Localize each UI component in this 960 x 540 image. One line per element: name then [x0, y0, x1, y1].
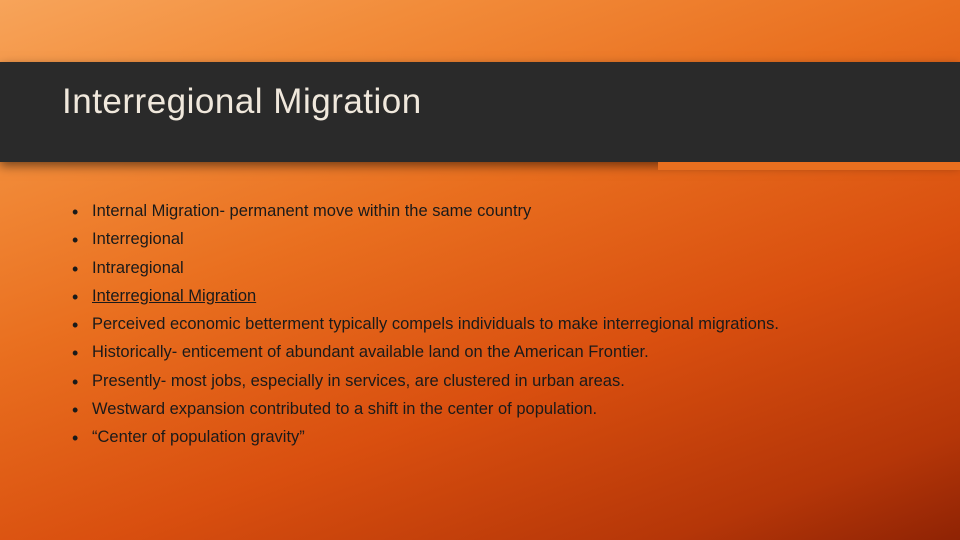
bullet-list: Internal Migration- permanent move withi… — [68, 200, 900, 448]
bullet-text: Interregional — [92, 230, 184, 248]
list-item: Presently- most jobs, especially in serv… — [68, 370, 900, 392]
bullet-text: Internal Migration- permanent move withi… — [92, 202, 531, 220]
bullet-text: “Center of population gravity” — [92, 428, 305, 446]
bullet-text: Presently- most jobs, especially in serv… — [92, 372, 625, 390]
bullet-text: Historically- enticement of abundant ava… — [92, 343, 649, 361]
bullet-text: Perceived economic betterment typically … — [92, 315, 779, 333]
list-item: Interregional — [68, 228, 900, 250]
list-item: Historically- enticement of abundant ava… — [68, 341, 900, 363]
list-item: Interregional Migration — [68, 285, 900, 307]
slide-content: Internal Migration- permanent move withi… — [68, 200, 900, 454]
list-item: Perceived economic betterment typically … — [68, 313, 900, 335]
list-item: “Center of population gravity” — [68, 426, 900, 448]
list-item: Intraregional — [68, 257, 900, 279]
bullet-text: Intraregional — [92, 259, 184, 277]
accent-line — [658, 162, 960, 170]
bullet-text-underlined: Interregional Migration — [92, 287, 256, 305]
slide-title: Interregional Migration — [62, 82, 422, 122]
list-item: Westward expansion contributed to a shif… — [68, 398, 900, 420]
list-item: Internal Migration- permanent move withi… — [68, 200, 900, 222]
bullet-text: Westward expansion contributed to a shif… — [92, 400, 597, 418]
